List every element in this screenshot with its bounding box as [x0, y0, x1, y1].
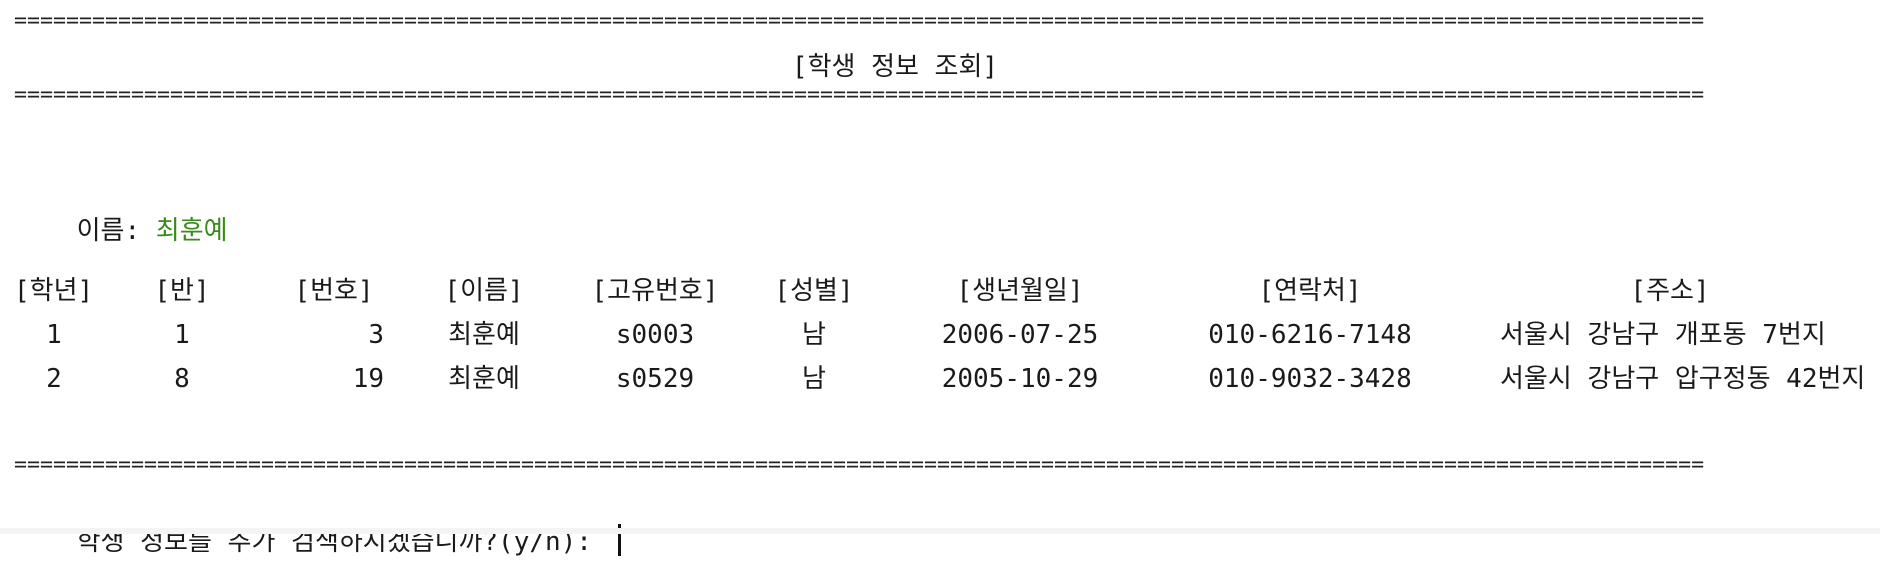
search-name-value: 최훈예: [155, 216, 228, 246]
prompt-line[interactable]: 학생 정보를 추가 검색하시겠습니까?(y/n):: [14, 494, 621, 557]
table-cell-address: 서울시 강남구 압구정동 42번지: [1500, 364, 1866, 394]
header-grade: [학년]: [14, 276, 94, 306]
header-address: [주소]: [1630, 276, 1710, 306]
table-cell-number: 3: [368, 320, 384, 350]
table-cell-class: 1: [174, 320, 190, 350]
header-phone: [연락처]: [1258, 276, 1362, 306]
terminal-output: ========================================…: [0, 8, 1880, 557]
table-cell-class: 8: [174, 364, 190, 394]
table-cell-id: s0003: [615, 320, 695, 350]
header-number: [번호]: [294, 276, 374, 306]
table-cell-gender: 남: [802, 364, 826, 394]
separator-top: ========================================…: [14, 8, 1705, 33]
table-cell-address: 서울시 강남구 개포동 7번지: [1500, 320, 1826, 350]
separator-title-bottom: ========================================…: [14, 82, 1705, 107]
header-name: [이름]: [444, 276, 524, 306]
table-cell-phone: 010-6216-7148: [1208, 320, 1412, 350]
header-gender: [성별]: [774, 276, 854, 306]
bottom-edge: [0, 528, 1880, 534]
header-class: [반]: [154, 276, 210, 306]
table-cell-name: 최훈예: [448, 320, 520, 350]
table-cell-phone: 010-9032-3428: [1208, 364, 1412, 394]
header-birth: [생년월일]: [956, 276, 1084, 306]
search-name-label: 이름:: [76, 216, 156, 246]
table-cell-id: s0529: [615, 364, 695, 394]
table-cell-grade: 1: [46, 320, 62, 350]
table-cell-birth: 2006-07-25: [941, 320, 1099, 350]
page-title: [학생 정보 조회]: [791, 52, 999, 82]
table-cell-gender: 남: [802, 320, 826, 350]
header-id: [고유번호]: [591, 276, 719, 306]
search-name-line: 이름: 최훈예: [14, 186, 228, 246]
table-cell-birth: 2005-10-29: [941, 364, 1099, 394]
table-cell-name: 최훈예: [448, 364, 520, 394]
separator-bottom: ========================================…: [14, 452, 1705, 477]
table-cell-number: 19: [352, 364, 384, 394]
table-cell-grade: 2: [46, 364, 62, 394]
